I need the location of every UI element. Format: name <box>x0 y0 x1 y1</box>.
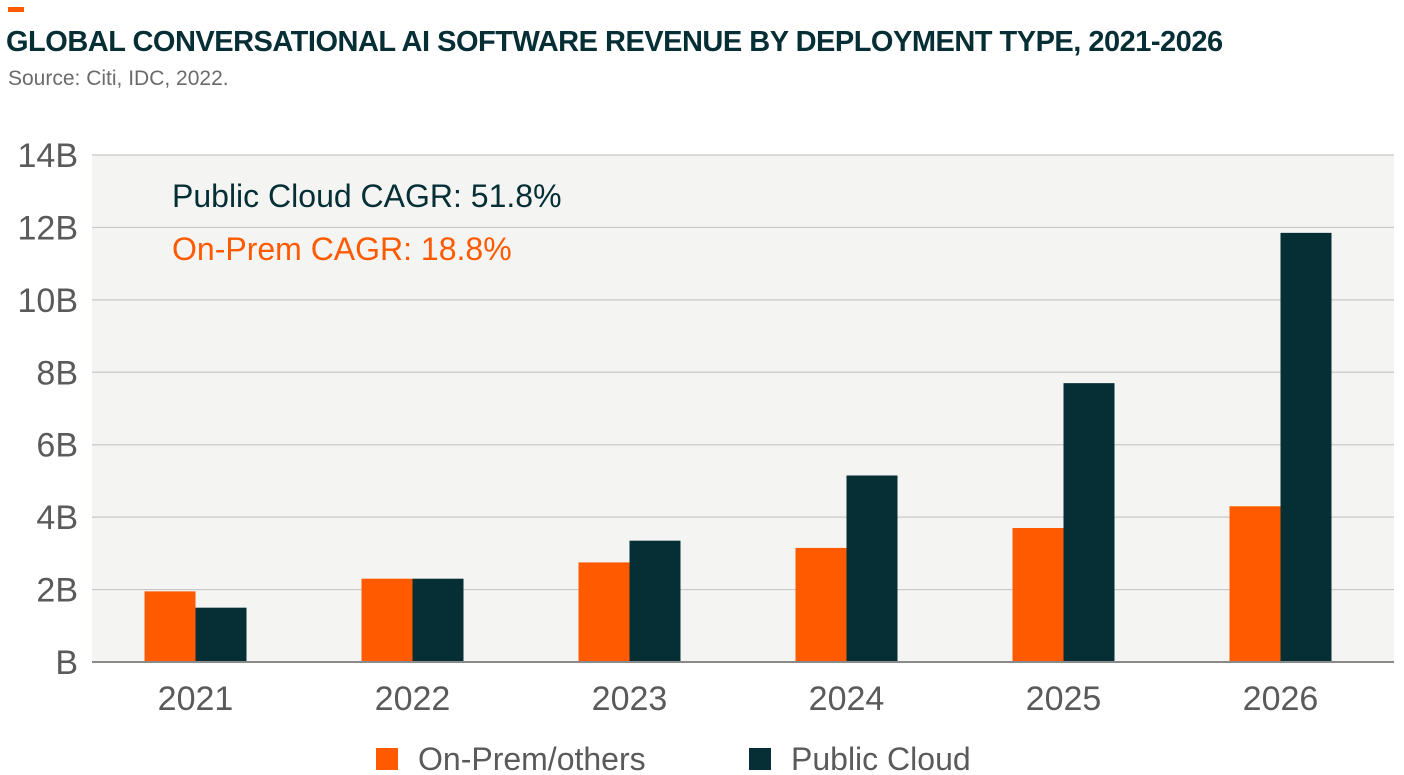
legend-swatch-on-prem <box>376 748 398 770</box>
y-axis-ticks: B 2B 4B 6B 8B 10B 12B 14B <box>18 137 79 682</box>
bar-on-prem-2025 <box>1012 528 1064 662</box>
x-tick-label: 2021 <box>158 680 234 718</box>
annotations: Public Cloud CAGR: 51.8% On-Prem CAGR: 18… <box>172 178 562 267</box>
bar-on-prem-2022 <box>361 578 413 662</box>
bar-public-cloud-2022 <box>412 578 464 662</box>
y-tick-label: 12B <box>18 209 79 247</box>
y-tick-label: 8B <box>36 354 78 392</box>
y-tick-label: 2B <box>36 572 78 610</box>
bar-on-prem-2026 <box>1229 506 1281 662</box>
bar-on-prem-2024 <box>795 547 847 662</box>
x-tick-label: 2024 <box>809 680 885 718</box>
x-tick-label: 2026 <box>1243 680 1319 718</box>
bar-on-prem-2023 <box>578 562 630 662</box>
legend-label-on-prem: On-Prem/others <box>418 741 646 775</box>
bar-public-cloud-2026 <box>1280 232 1332 662</box>
legend: On-Prem/others Public Cloud <box>376 741 971 775</box>
plot-background <box>92 155 1394 662</box>
y-tick-label: 14B <box>18 137 79 175</box>
legend-label-public-cloud: Public Cloud <box>791 741 971 775</box>
bar-public-cloud-2024 <box>846 475 898 662</box>
legend-swatch-public-cloud <box>749 748 771 770</box>
accent-bar <box>8 7 24 12</box>
x-axis-ticks: 2021 2022 2023 2024 2025 2026 <box>158 680 1319 718</box>
gridlines <box>92 154 1394 591</box>
bar-public-cloud-2021 <box>195 607 247 662</box>
x-tick-label: 2022 <box>375 680 451 718</box>
bar-public-cloud-2023 <box>629 540 681 662</box>
x-tick-label: 2023 <box>592 680 668 718</box>
bars <box>144 232 1332 662</box>
x-tick-label: 2025 <box>1026 680 1102 718</box>
on-prem-cagr-annotation: On-Prem CAGR: 18.8% <box>172 231 512 267</box>
y-tick-label: 10B <box>18 282 79 320</box>
chart-source: Source: Citi, IDC, 2022. <box>8 67 229 90</box>
bar-on-prem-2021 <box>144 591 196 662</box>
y-tick-label: B <box>55 644 78 682</box>
chart-title: GLOBAL CONVERSATIONAL AI SOFTWARE REVENU… <box>6 26 1223 58</box>
y-tick-label: 4B <box>36 499 78 537</box>
y-tick-label: 6B <box>36 427 78 465</box>
bar-public-cloud-2025 <box>1063 383 1115 662</box>
public-cloud-cagr-annotation: Public Cloud CAGR: 51.8% <box>172 178 562 214</box>
